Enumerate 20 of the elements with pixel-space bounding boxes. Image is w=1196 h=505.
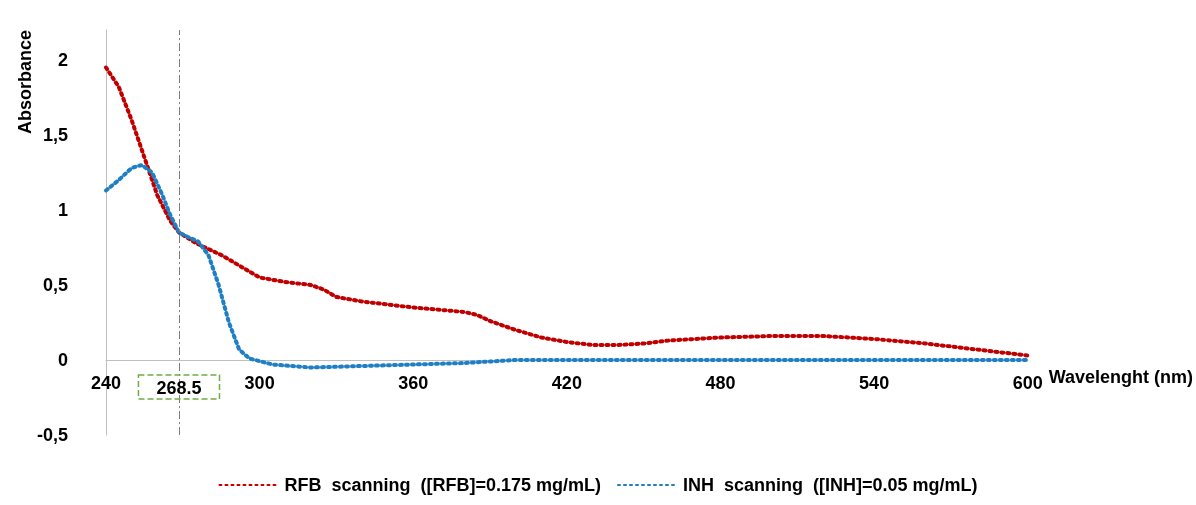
x-axis-title: Wavelenght (nm) [1048, 367, 1193, 387]
ref-line-label: 268.5 [156, 378, 202, 398]
y-tick-label: 0,5 [42, 275, 68, 295]
legend-label: RFB scanning ([RFB]=0.175 mg/mL) [284, 475, 602, 495]
y-axis-title: Absorbance [15, 30, 35, 135]
line-series [104, 65, 1030, 358]
x-tick-label: 420 [551, 373, 582, 393]
x-tick-label: 480 [705, 373, 736, 393]
y-tick-label: 1 [57, 200, 68, 220]
y-tick-label: -0,5 [36, 425, 68, 445]
x-tick-label: 240 [90, 373, 122, 393]
x-tick-label: 600 [1012, 373, 1043, 393]
y-tick-label: 2 [57, 50, 68, 70]
line-series [104, 163, 1030, 370]
x-tick-label: 540 [859, 373, 890, 393]
y-tick-label: 1,5 [42, 125, 68, 145]
x-tick-label: 300 [244, 373, 275, 393]
x-tick-label: 360 [398, 373, 429, 393]
legend-label: INH scanning ([INH]=0.05 mg/mL) [683, 475, 978, 495]
y-tick-label: 0 [57, 350, 68, 370]
